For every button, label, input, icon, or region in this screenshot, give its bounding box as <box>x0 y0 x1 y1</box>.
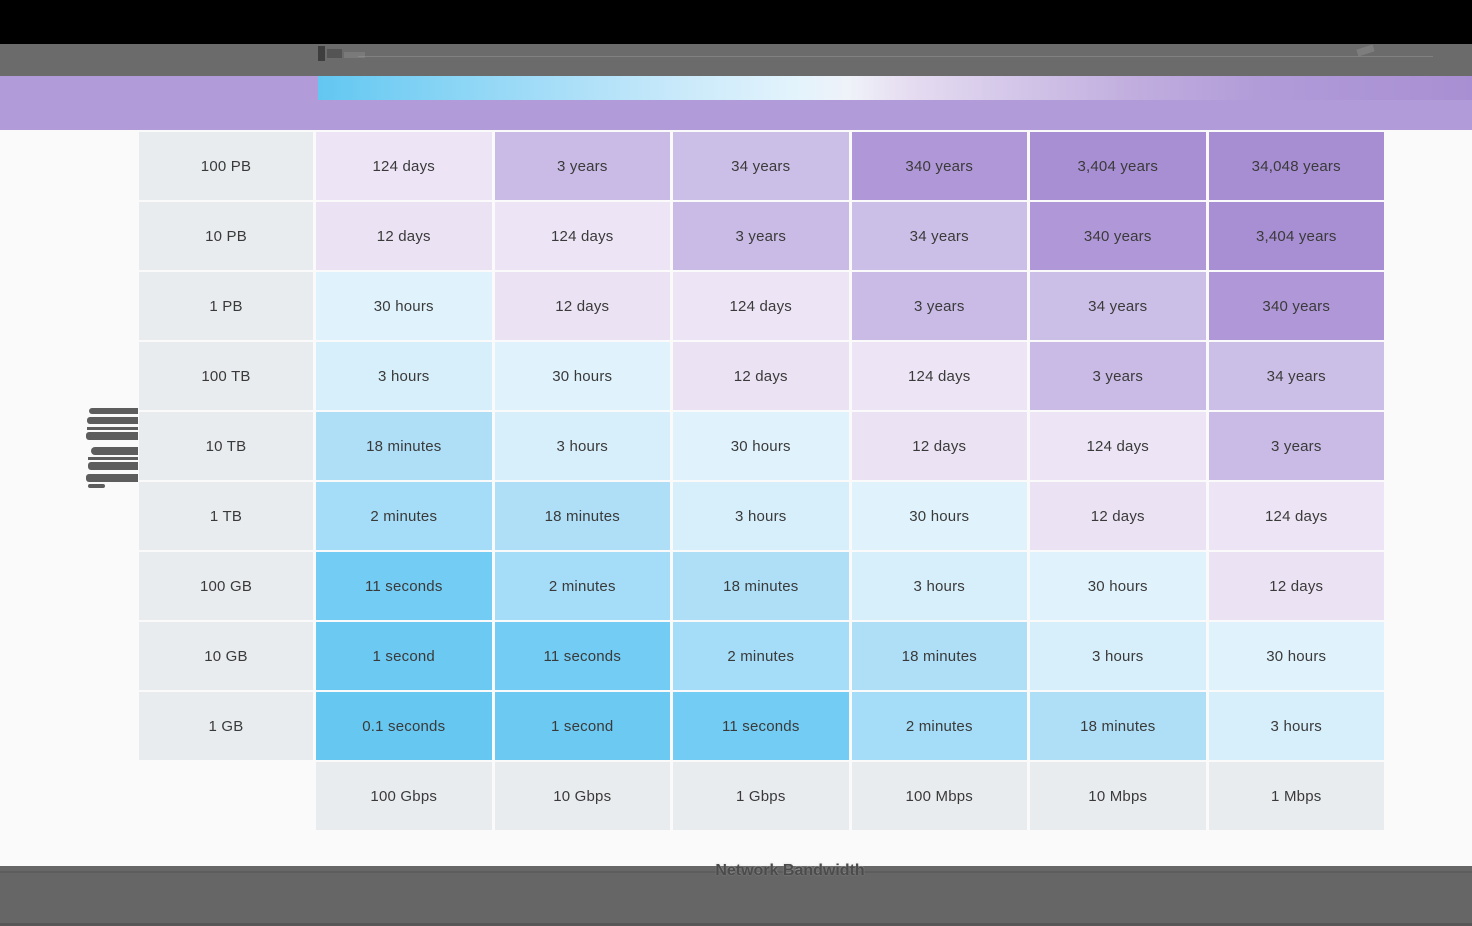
value-cell: 0.1 seconds <box>316 692 492 760</box>
value-cell: 3 hours <box>316 342 492 410</box>
value-cell: 34 years <box>1030 272 1206 340</box>
value-cell: 3 years <box>494 132 670 200</box>
footer-bar: Network Bandwidth <box>0 862 1472 926</box>
row-label-cell: 100 PB <box>139 132 313 200</box>
value-cell: 12 days <box>673 342 849 410</box>
value-cell: 124 days <box>316 132 492 200</box>
column-label-cell: 100 Mbps <box>851 762 1027 830</box>
value-cell: 12 days <box>1030 482 1206 550</box>
value-cell: 12 days <box>1208 552 1384 620</box>
obscured-header-text <box>344 52 365 58</box>
value-cell: 11 seconds <box>673 692 849 760</box>
value-cell: 3 years <box>1030 342 1206 410</box>
value-cell: 34,048 years <box>1208 132 1384 200</box>
redaction-bar <box>91 447 138 455</box>
value-cell: 30 hours <box>673 412 849 480</box>
value-cell: 12 days <box>494 272 670 340</box>
value-cell: 340 years <box>1030 202 1206 270</box>
value-cell: 124 days <box>1208 482 1384 550</box>
colormap-gradient-legend <box>318 76 1472 100</box>
value-cell: 2 minutes <box>673 622 849 690</box>
column-label-cell: 100 Gbps <box>316 762 492 830</box>
redaction-bar <box>88 484 105 488</box>
obscured-header-text <box>318 46 325 61</box>
redaction-bar <box>88 457 138 460</box>
value-cell: 3 years <box>673 202 849 270</box>
value-cell: 2 minutes <box>494 552 670 620</box>
color-legend-band <box>0 76 1472 130</box>
value-cell: 34 years <box>673 132 849 200</box>
row-label-cell: 10 GB <box>139 622 313 690</box>
value-cell: 18 minutes <box>1030 692 1206 760</box>
redaction-bar <box>86 474 138 482</box>
header-divider-line <box>358 56 1433 57</box>
value-cell: 124 days <box>1030 412 1206 480</box>
value-cell: 3 years <box>1208 412 1384 480</box>
column-label-cell: 1 Mbps <box>1208 762 1384 830</box>
redaction-bar <box>86 432 138 440</box>
column-label-cell: 10 Gbps <box>494 762 670 830</box>
value-cell: 30 hours <box>851 482 1027 550</box>
redacted-y-axis-label <box>86 407 138 488</box>
value-cell: 3 hours <box>1030 622 1206 690</box>
value-cell: 30 hours <box>494 342 670 410</box>
value-cell: 124 days <box>673 272 849 340</box>
row-label-cell: 100 TB <box>139 342 313 410</box>
value-cell: 340 years <box>851 132 1027 200</box>
x-axis-label: Network Bandwidth <box>715 862 865 879</box>
column-label-cell: 1 Gbps <box>673 762 849 830</box>
column-label-cell: 10 Mbps <box>1030 762 1206 830</box>
obscured-header-bar <box>0 44 1472 76</box>
value-cell: 34 years <box>851 202 1027 270</box>
value-cell: 2 minutes <box>851 692 1027 760</box>
corner-spacer <box>139 762 313 830</box>
value-cell: 18 minutes <box>673 552 849 620</box>
value-cell: 3,404 years <box>1030 132 1206 200</box>
value-cell: 124 days <box>851 342 1027 410</box>
value-cell: 3 years <box>851 272 1027 340</box>
value-cell: 3 hours <box>673 482 849 550</box>
row-label-cell: 1 PB <box>139 272 313 340</box>
value-cell: 3 hours <box>1208 692 1384 760</box>
value-cell: 12 days <box>316 202 492 270</box>
value-cell: 3 hours <box>851 552 1027 620</box>
value-cell: 18 minutes <box>494 482 670 550</box>
value-cell: 3,404 years <box>1208 202 1384 270</box>
value-cell: 30 hours <box>1208 622 1384 690</box>
redaction-bar <box>87 417 138 424</box>
row-label-cell: 100 GB <box>139 552 313 620</box>
footer-bottom-edge <box>0 923 1472 926</box>
value-cell: 11 seconds <box>316 552 492 620</box>
value-cell: 1 second <box>494 692 670 760</box>
value-cell: 34 years <box>1208 342 1384 410</box>
value-cell: 3 hours <box>494 412 670 480</box>
obscured-header-mark <box>1356 44 1375 57</box>
value-cell: 340 years <box>1208 272 1384 340</box>
redaction-bar <box>89 408 138 414</box>
redaction-bar <box>87 427 138 430</box>
value-cell: 18 minutes <box>316 412 492 480</box>
row-label-cell: 10 PB <box>139 202 313 270</box>
value-cell: 30 hours <box>316 272 492 340</box>
row-label-cell: 1 GB <box>139 692 313 760</box>
row-label-cell: 10 TB <box>139 412 313 480</box>
row-label-cell: 1 TB <box>139 482 313 550</box>
value-cell: 12 days <box>851 412 1027 480</box>
footer-divider-line <box>0 871 1472 873</box>
value-cell: 11 seconds <box>494 622 670 690</box>
value-cell: 1 second <box>316 622 492 690</box>
redaction-bar <box>88 462 138 470</box>
value-cell: 30 hours <box>1030 552 1206 620</box>
value-cell: 18 minutes <box>851 622 1027 690</box>
value-cell: 2 minutes <box>316 482 492 550</box>
heatmap-grid: 100 PB 124 days 3 years 34 years 340 years 3,… <box>139 132 1384 830</box>
top-black-bar <box>0 0 1472 44</box>
obscured-header-text <box>327 49 342 58</box>
value-cell: 124 days <box>494 202 670 270</box>
